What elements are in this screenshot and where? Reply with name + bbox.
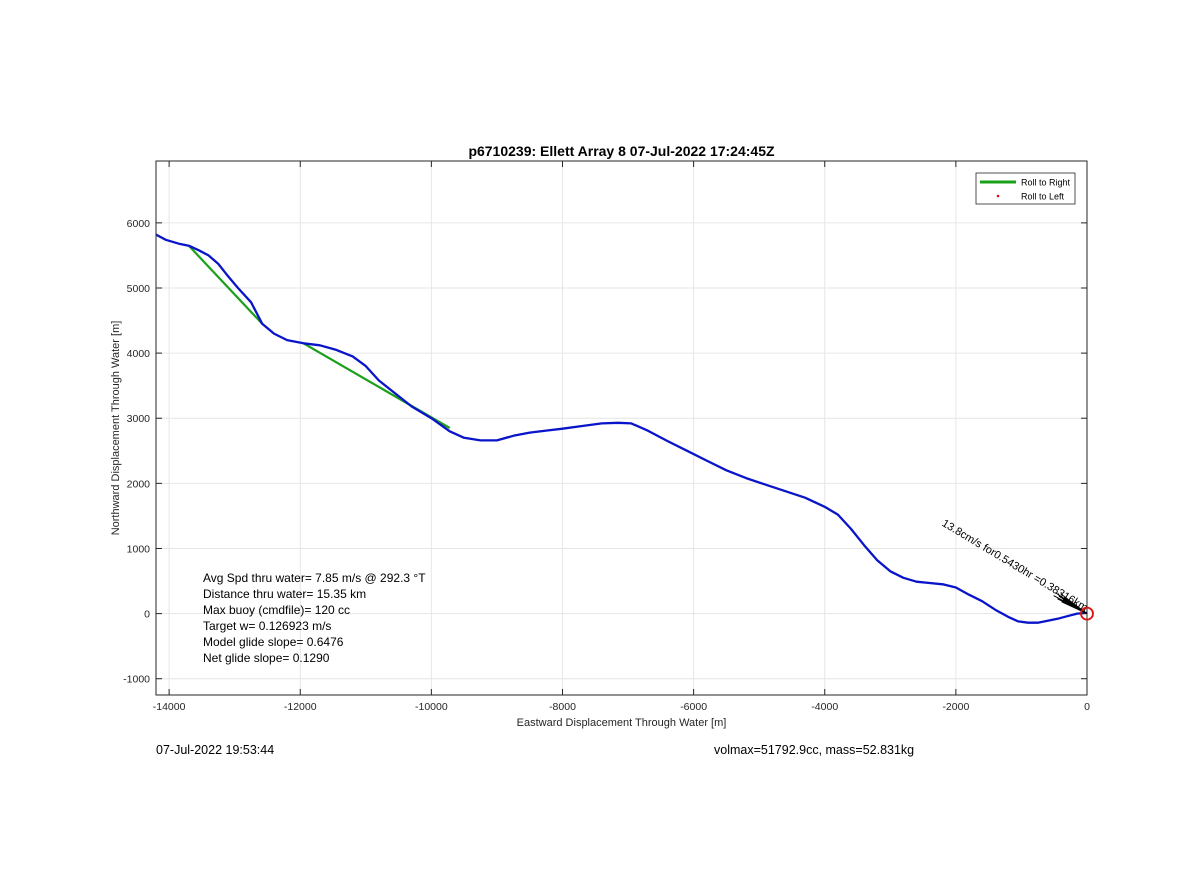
x-tick-label: -8000 [549, 701, 576, 713]
legend-label: Roll to Right [1021, 178, 1071, 188]
y-tick-label: -1000 [123, 674, 150, 686]
x-tick-label: -2000 [942, 701, 969, 713]
stats-line: Avg Spd thru water= 7.85 m/s @ 292.3 °T [203, 571, 426, 585]
legend: Roll to Right Roll to Left [975, 172, 1076, 205]
footer-mass-info: volmax=51792.9cc, mass=52.831kg [714, 743, 915, 757]
roll-right-segment [187, 244, 264, 325]
y-tick-label: 1000 [127, 543, 151, 555]
axes-box [155, 160, 1088, 696]
drift-annotation: 13.8cm/s for0.5430hr =0.38316km [940, 517, 1090, 614]
x-tick-label: -6000 [680, 701, 707, 713]
stats-line: Model glide slope= 0.6476 [203, 635, 344, 649]
grid-lines [156, 161, 1088, 695]
x-ticks: -14000 -12000 -10000 -8000 -6000 -4000 -2000 0 [153, 161, 1090, 713]
x-tick-label: -4000 [811, 701, 838, 713]
stats-text-block: Avg Spd thru water= 7.85 m/s @ 292.3 °T D… [203, 571, 426, 665]
y-ticks: -1000 0 1000 2000 3000 4000 5000 6000 [123, 218, 1087, 686]
stats-line: Target w= 0.126923 m/s [203, 619, 331, 633]
y-tick-label: 0 [144, 609, 150, 621]
origin-marker [1080, 606, 1094, 621]
y-tick-label: 2000 [127, 478, 151, 490]
annotation-text: 13.8cm/s for0.5430hr =0.38316km [940, 517, 1090, 614]
y-tick-label: 6000 [127, 218, 151, 230]
x-tick-label: 0 [1084, 701, 1090, 713]
x-tick-label: -14000 [153, 701, 186, 713]
x-tick-label: -12000 [284, 701, 317, 713]
footer-timestamp: 07-Jul-2022 19:53:44 [156, 743, 275, 757]
track-line [156, 233, 1087, 624]
plot-area [156, 233, 1087, 624]
x-tick-label: -10000 [415, 701, 448, 713]
legend-dot-swatch [996, 194, 1000, 198]
legend-box [975, 172, 1076, 205]
y-axis-label: Northward Displacement Through Water [m] [110, 321, 122, 536]
stats-line: Max buoy (cmdfile)= 120 cc [203, 603, 350, 617]
y-tick-label: 4000 [127, 348, 151, 360]
legend-label: Roll to Left [1021, 192, 1065, 202]
y-tick-label: 5000 [127, 283, 151, 295]
y-tick-label: 3000 [127, 413, 151, 425]
chart-title: p6710239: Ellett Array 8 07-Jul-2022 17:… [468, 143, 775, 159]
stats-line: Distance thru water= 15.35 km [203, 587, 366, 601]
stats-line: Net glide slope= 0.1290 [203, 651, 330, 665]
x-axis-label: Eastward Displacement Through Water [m] [517, 717, 727, 729]
